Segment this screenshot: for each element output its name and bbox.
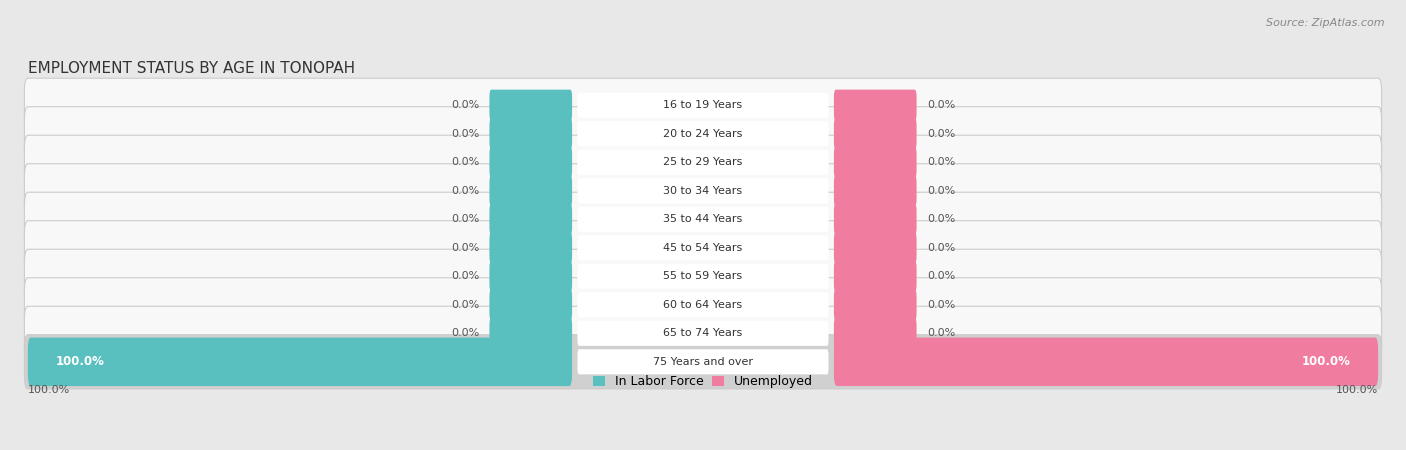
- Text: 0.0%: 0.0%: [927, 186, 955, 196]
- Text: 20 to 24 Years: 20 to 24 Years: [664, 129, 742, 139]
- FancyBboxPatch shape: [489, 118, 572, 149]
- Text: 30 to 34 Years: 30 to 34 Years: [664, 186, 742, 196]
- FancyBboxPatch shape: [578, 121, 828, 146]
- FancyBboxPatch shape: [489, 90, 572, 121]
- Text: 55 to 59 Years: 55 to 59 Years: [664, 271, 742, 281]
- FancyBboxPatch shape: [834, 90, 917, 121]
- FancyBboxPatch shape: [489, 147, 572, 178]
- Text: 100.0%: 100.0%: [55, 356, 104, 368]
- FancyBboxPatch shape: [834, 318, 917, 349]
- Text: 0.0%: 0.0%: [451, 129, 479, 139]
- FancyBboxPatch shape: [578, 178, 828, 203]
- FancyBboxPatch shape: [24, 278, 1382, 332]
- FancyBboxPatch shape: [24, 221, 1382, 275]
- FancyBboxPatch shape: [24, 78, 1382, 132]
- FancyBboxPatch shape: [24, 249, 1382, 303]
- FancyBboxPatch shape: [28, 338, 572, 386]
- FancyBboxPatch shape: [489, 318, 572, 349]
- FancyBboxPatch shape: [578, 321, 828, 346]
- Text: 0.0%: 0.0%: [927, 300, 955, 310]
- FancyBboxPatch shape: [489, 203, 572, 235]
- Text: 65 to 74 Years: 65 to 74 Years: [664, 328, 742, 338]
- Text: 45 to 54 Years: 45 to 54 Years: [664, 243, 742, 253]
- Text: 0.0%: 0.0%: [451, 271, 479, 281]
- FancyBboxPatch shape: [578, 292, 828, 317]
- FancyBboxPatch shape: [834, 261, 917, 292]
- FancyBboxPatch shape: [578, 150, 828, 175]
- FancyBboxPatch shape: [578, 349, 828, 374]
- Text: EMPLOYMENT STATUS BY AGE IN TONOPAH: EMPLOYMENT STATUS BY AGE IN TONOPAH: [28, 61, 354, 76]
- FancyBboxPatch shape: [834, 118, 917, 149]
- Legend: In Labor Force, Unemployed: In Labor Force, Unemployed: [588, 370, 818, 393]
- Text: 0.0%: 0.0%: [451, 158, 479, 167]
- FancyBboxPatch shape: [24, 192, 1382, 247]
- FancyBboxPatch shape: [489, 175, 572, 207]
- Text: 0.0%: 0.0%: [927, 129, 955, 139]
- FancyBboxPatch shape: [578, 235, 828, 261]
- Text: 0.0%: 0.0%: [927, 271, 955, 281]
- Text: 0.0%: 0.0%: [451, 100, 479, 110]
- FancyBboxPatch shape: [578, 264, 828, 289]
- FancyBboxPatch shape: [578, 93, 828, 118]
- Text: 16 to 19 Years: 16 to 19 Years: [664, 100, 742, 110]
- Text: 0.0%: 0.0%: [927, 158, 955, 167]
- Text: 100.0%: 100.0%: [28, 385, 70, 395]
- Text: 75 Years and over: 75 Years and over: [652, 357, 754, 367]
- FancyBboxPatch shape: [24, 306, 1382, 360]
- FancyBboxPatch shape: [489, 289, 572, 320]
- Text: 60 to 64 Years: 60 to 64 Years: [664, 300, 742, 310]
- Text: 0.0%: 0.0%: [451, 243, 479, 253]
- FancyBboxPatch shape: [834, 147, 917, 178]
- Text: Source: ZipAtlas.com: Source: ZipAtlas.com: [1267, 18, 1385, 28]
- FancyBboxPatch shape: [834, 338, 1378, 386]
- FancyBboxPatch shape: [834, 289, 917, 320]
- Text: 35 to 44 Years: 35 to 44 Years: [664, 214, 742, 224]
- Text: 0.0%: 0.0%: [927, 243, 955, 253]
- FancyBboxPatch shape: [489, 261, 572, 292]
- FancyBboxPatch shape: [489, 232, 572, 264]
- Text: 25 to 29 Years: 25 to 29 Years: [664, 158, 742, 167]
- FancyBboxPatch shape: [834, 175, 917, 207]
- FancyBboxPatch shape: [834, 203, 917, 235]
- Text: 0.0%: 0.0%: [927, 100, 955, 110]
- Text: 0.0%: 0.0%: [451, 300, 479, 310]
- Text: 0.0%: 0.0%: [927, 328, 955, 338]
- FancyBboxPatch shape: [24, 164, 1382, 218]
- Text: 100.0%: 100.0%: [1336, 385, 1378, 395]
- Text: 0.0%: 0.0%: [451, 186, 479, 196]
- FancyBboxPatch shape: [834, 232, 917, 264]
- Text: 100.0%: 100.0%: [1302, 356, 1351, 368]
- Text: 0.0%: 0.0%: [451, 214, 479, 224]
- FancyBboxPatch shape: [24, 135, 1382, 189]
- FancyBboxPatch shape: [578, 207, 828, 232]
- Text: 0.0%: 0.0%: [927, 214, 955, 224]
- FancyBboxPatch shape: [24, 107, 1382, 161]
- FancyBboxPatch shape: [24, 335, 1382, 389]
- Text: 0.0%: 0.0%: [451, 328, 479, 338]
